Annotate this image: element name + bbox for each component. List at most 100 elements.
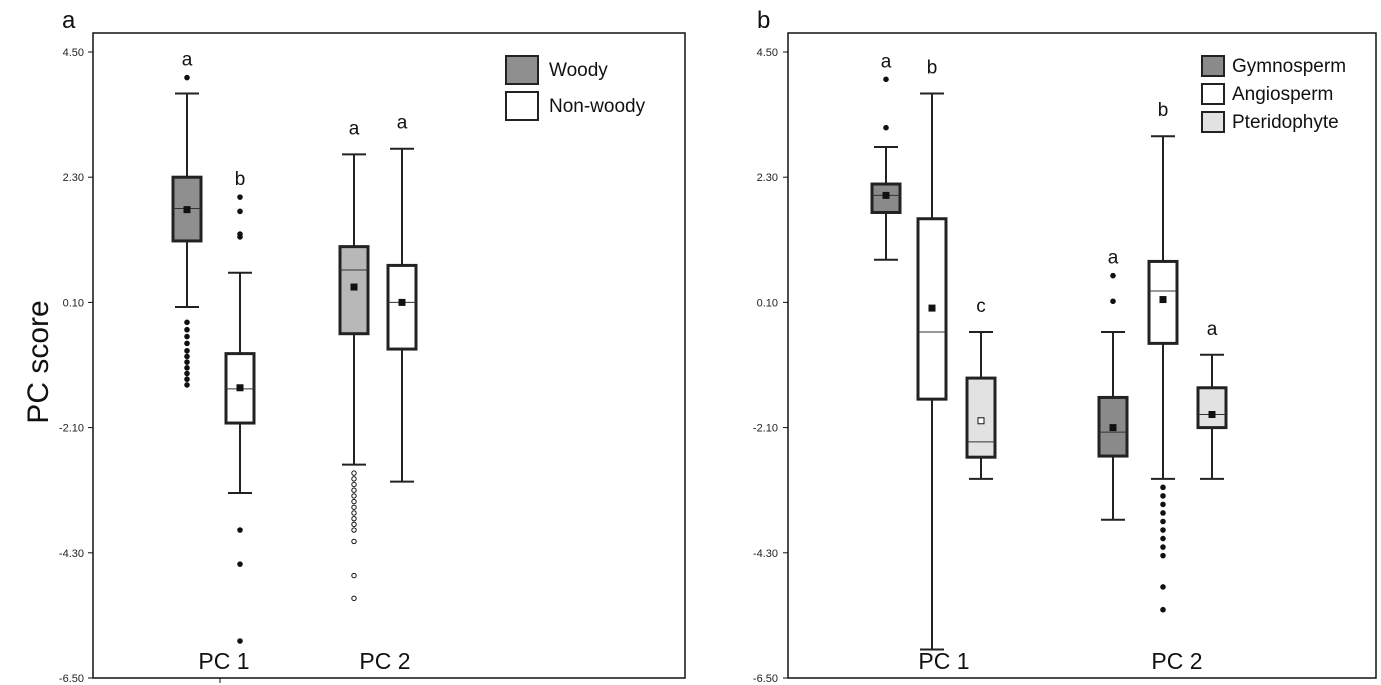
outlier-point: [1160, 527, 1166, 533]
y-tick-label: -4.30: [59, 548, 84, 560]
legend-swatch: [1201, 55, 1225, 77]
box-pc1-woody: a: [171, 50, 203, 388]
significance-label: a: [1207, 319, 1218, 340]
panel-letter-a: a: [62, 7, 76, 34]
outlier-point: [351, 510, 357, 516]
box-pc1-pteridophyte: c: [965, 296, 997, 480]
box-pc2-pteridophyte: a: [1196, 319, 1228, 480]
outlier-point: [351, 487, 357, 493]
legend-swatch: [1201, 111, 1225, 133]
outlier-point: [184, 382, 190, 388]
legend-label: Angiosperm: [1232, 84, 1333, 105]
legend: Gymnosperm Angiosperm Pteridophyte: [1201, 55, 1346, 133]
mean-marker: [1109, 424, 1117, 432]
outlier-point: [184, 353, 190, 360]
outlier-point: [351, 515, 357, 522]
outlier-point: [237, 194, 243, 200]
x-category-label: PC 1: [918, 648, 969, 674]
box-pc1-non-woody: b: [224, 169, 256, 644]
outlier-point: [1160, 606, 1166, 613]
outlier-point: [351, 521, 357, 528]
box-pc2-gymnosperm: a: [1097, 248, 1129, 521]
significance-label: a: [1108, 248, 1119, 269]
x-category-label: PC 2: [359, 648, 410, 674]
outlier-point: [351, 493, 357, 499]
significance-label: a: [881, 51, 892, 72]
y-tick-label: -6.50: [753, 673, 778, 685]
outlier-point: [1160, 544, 1166, 550]
mean-marker: [882, 191, 890, 199]
y-tick-label: -2.10: [753, 423, 778, 435]
significance-label: c: [976, 296, 986, 317]
box-pc1-gymnosperm: a: [870, 51, 902, 261]
outlier-point: [184, 370, 190, 377]
outlier-point: [351, 481, 357, 488]
mean-marker: [1159, 296, 1167, 304]
significance-label: a: [349, 118, 360, 139]
y-tick-label: 2.30: [63, 172, 84, 184]
outlier-point: [351, 538, 357, 545]
outlier-point: [1160, 493, 1166, 499]
outlier-point: [1160, 501, 1166, 508]
outlier-point: [1160, 552, 1166, 559]
y-tick-label: -2.10: [59, 423, 84, 435]
significance-label: b: [235, 169, 246, 190]
significance-label: a: [397, 113, 408, 134]
legend-label: Pteridophyte: [1232, 112, 1339, 133]
outlier-point: [351, 527, 357, 533]
iqr-box: [1196, 386, 1228, 430]
iqr-box: [870, 182, 902, 214]
outlier-point: [351, 476, 357, 482]
chart-panel-b: 4.50 2.30 0.10 -2.10 -4.30 -6.50 PC 1 PC 2 a b c a b…: [753, 47, 1346, 685]
legend-swatch: [1201, 83, 1225, 105]
outlier-point: [184, 319, 190, 326]
outlier-point: [883, 76, 889, 83]
legend-label: Woody: [549, 60, 608, 81]
outlier-point: [1160, 484, 1166, 491]
outlier-point: [237, 527, 243, 533]
mean-marker: [236, 384, 244, 392]
y-tick-label: 4.50: [63, 47, 84, 59]
outlier-point: [351, 572, 357, 579]
outlier-point: [1160, 584, 1166, 590]
x-category-label: PC 2: [1151, 648, 1202, 674]
mean-marker: [350, 283, 358, 291]
iqr-box: [386, 263, 418, 351]
y-tick-label: 0.10: [757, 297, 778, 309]
mean-marker: [1208, 411, 1216, 419]
outlier-point: [184, 333, 190, 340]
box-pc2-non-woody: a: [386, 113, 418, 483]
y-tick-label: 0.10: [63, 297, 84, 309]
outlier-point: [351, 498, 357, 505]
legend-swatch: [505, 91, 539, 121]
significance-label: b: [1158, 100, 1169, 121]
outlier-point: [1160, 510, 1166, 516]
x-category-label: PC 1: [198, 648, 249, 674]
y-tick-label: -6.50: [59, 673, 84, 685]
box-pc2-angiosperm: b: [1147, 100, 1179, 613]
outlier-point: [351, 595, 357, 602]
outlier-point: [184, 359, 190, 365]
outlier-point: [237, 208, 243, 215]
outlier-point: [883, 124, 889, 131]
y-tick-label: 2.30: [757, 172, 778, 184]
outlier-point: [184, 326, 190, 333]
mean-marker: [977, 417, 985, 425]
outlier-point: [351, 504, 357, 510]
outlier-point: [184, 376, 190, 383]
outlier-point: [1110, 298, 1116, 305]
outlier-point: [237, 561, 243, 567]
legend-label: Non-woody: [549, 96, 646, 117]
legend: Woody Non-woody: [505, 55, 646, 121]
mean-marker: [183, 206, 191, 214]
legend-swatch: [505, 55, 539, 85]
y-tick-label: -4.30: [753, 548, 778, 560]
box-pc2-woody: a: [338, 118, 370, 602]
mean-marker: [398, 298, 406, 306]
y-axis-label: PC score: [22, 300, 55, 423]
significance-label: a: [182, 50, 193, 71]
outlier-point: [237, 234, 243, 240]
panel-letter-b: b: [757, 7, 770, 34]
outlier-point: [184, 347, 190, 354]
